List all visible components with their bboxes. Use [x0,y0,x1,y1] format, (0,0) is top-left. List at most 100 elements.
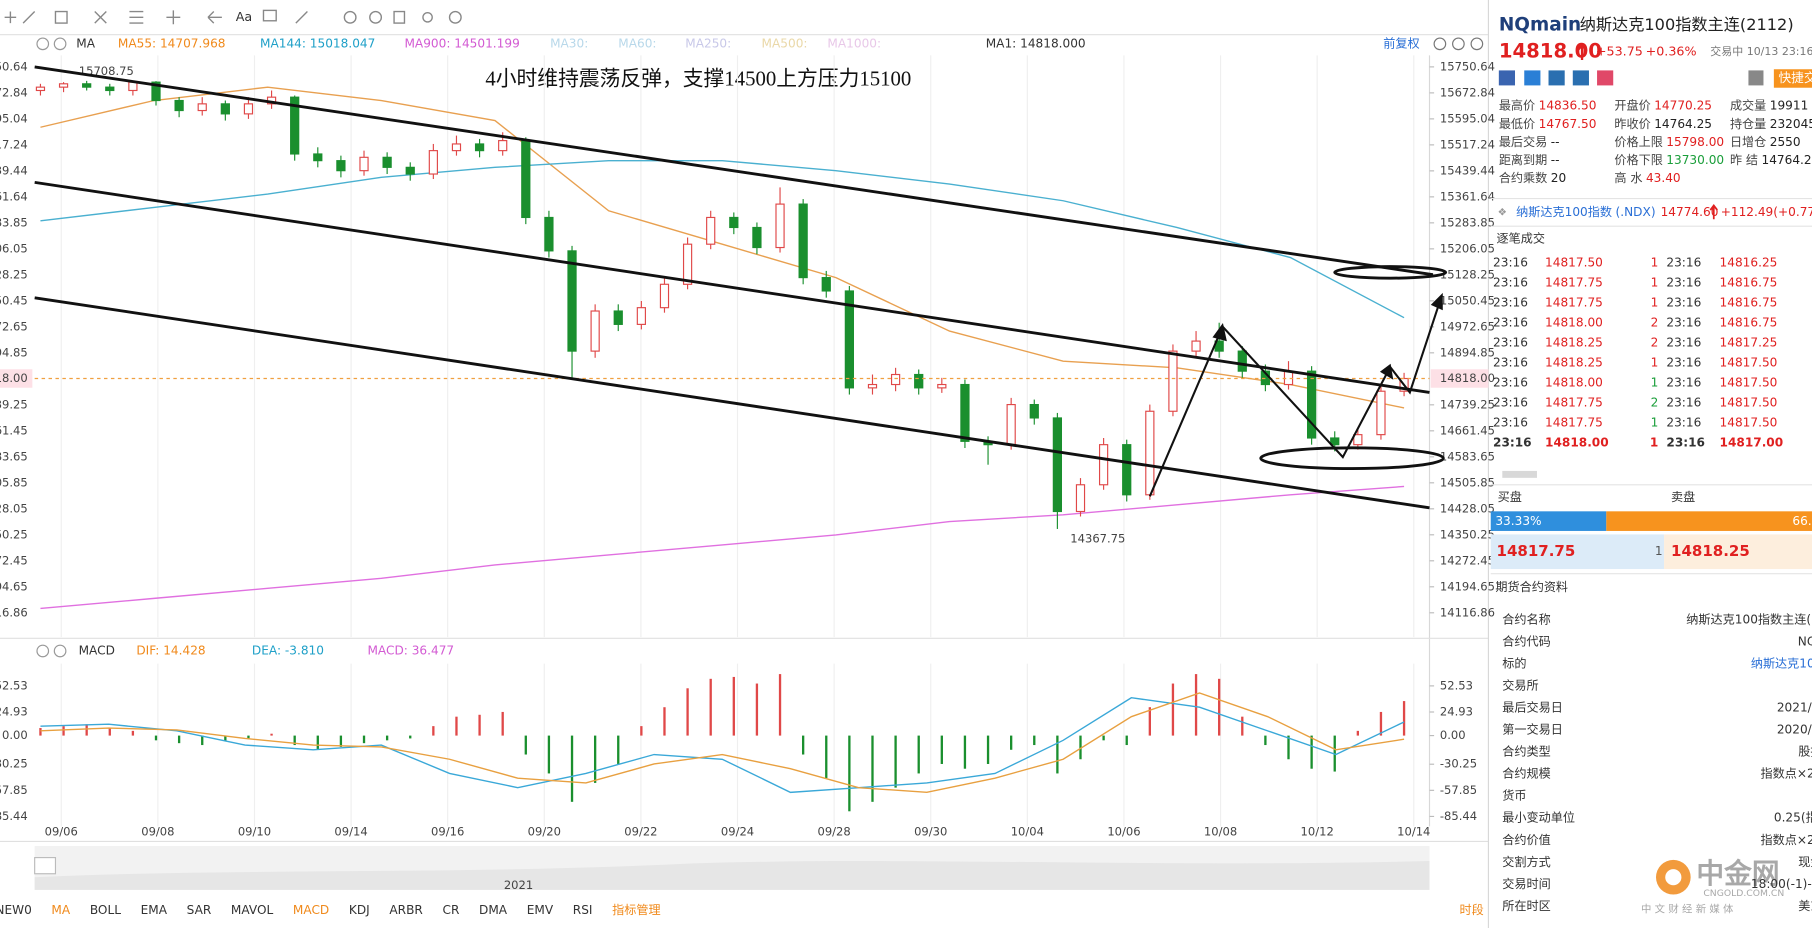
stat-label: 持仓量 [1730,116,1766,131]
indicator-tab[interactable]: CR [442,903,459,917]
quick-trade-label[interactable]: 快捷交易 [1778,70,1812,85]
candle-body [590,310,600,352]
change: +53.75 [1596,43,1643,58]
macd-bar [224,735,227,742]
tool-arrow[interactable] [207,11,222,24]
date-label: 10/06 [1107,825,1140,839]
tool-magnet[interactable] [343,10,357,24]
index-name[interactable]: 纳斯达克100指数 [1516,204,1612,219]
y-tick-label: 15050.45 [0,293,28,307]
candle-body [313,153,323,162]
tool-fib[interactable] [94,11,107,24]
indicator-tab[interactable]: ARBR [389,903,423,917]
support-ellipse [1259,446,1445,471]
macd-bar [39,728,42,736]
settings-icon[interactable] [36,37,50,51]
candle-body [451,143,462,152]
zoom-in-icon[interactable] [1470,37,1484,51]
info-value: NQmain [1798,634,1812,648]
alert-icon[interactable] [1548,70,1565,86]
expand-icon[interactable]: ❖ [1498,206,1507,218]
close-icon[interactable] [53,37,67,51]
macd-bar [432,726,435,736]
navigator-handle[interactable] [34,857,57,875]
adjust-button[interactable]: 前复权 [1383,35,1419,50]
tool-line[interactable] [22,11,36,24]
y-tick-label: 14894.85 [0,345,28,359]
favorite-icon[interactable] [1597,70,1614,86]
indicator-tab[interactable]: RSI [573,903,593,917]
macd-bar [339,735,343,747]
y-tick-label: 15595.04 [1440,111,1495,125]
trade-price: 14818.25 [1545,356,1603,370]
indicator-tab[interactable]: BOLL [90,903,121,917]
quick-trade-button[interactable] [1773,69,1812,88]
tool-link[interactable] [422,12,433,23]
indicator-tab[interactable]: MAVOL [231,903,274,917]
indicator-tab[interactable]: EMV [527,903,554,917]
trade-time: 23:16 [1493,316,1528,330]
indicator-tab[interactable]: NEW0 [0,903,32,917]
flag-icon[interactable] [1498,70,1516,86]
current-price-label: 14818.00 [0,371,28,385]
scrollbar[interactable] [1502,470,1537,478]
dif-line [40,697,1405,794]
trade-qty: 2 [1651,316,1659,330]
indicator-tab[interactable]: EMA [141,903,168,917]
settings-icon[interactable] [36,644,50,658]
info-label: 合约代码 [1502,633,1550,648]
y-tick-label: 15672.84 [1440,85,1495,99]
bid-price[interactable]: 14817.75 [1497,542,1576,560]
up-arrow [1576,43,1588,61]
toolbar-icons[interactable] [4,9,462,25]
tool-note[interactable] [262,9,277,22]
indicator-tab[interactable]: SAR [187,903,212,917]
y-tick-label: 14428.05 [0,501,28,515]
y-tick-label: 15050.45 [1440,293,1495,307]
close-icon[interactable] [53,644,67,658]
candle-body [1122,444,1132,496]
ask-row-bg [1664,534,1812,570]
tool-cross[interactable] [4,11,17,24]
macd-bar [778,674,782,736]
trade-price: 14816.75 [1720,296,1778,310]
y-tick-label: 15283.85 [0,215,28,229]
refresh-icon[interactable] [1433,37,1447,51]
indicator-tab[interactable]: KDJ [349,903,370,917]
index-code[interactable]: (.NDX) [1616,205,1656,219]
zoom-out-icon[interactable] [1452,37,1465,51]
info-label: 最后交易日 [1502,700,1563,715]
date-label: 09/06 [45,825,78,839]
candle-body [474,143,485,152]
tool-parallel[interactable] [129,10,144,24]
note-icon[interactable] [1572,70,1589,86]
indicator-tab[interactable]: MA [51,903,70,917]
ask-price[interactable]: 14818.25 [1671,542,1750,560]
candle-body [544,216,554,252]
candle-body [1191,340,1201,352]
trade-qty: 1 [1651,375,1659,389]
indicator-tab[interactable]: MACD [293,903,329,917]
indicator-tab[interactable]: 指标管理 [612,902,660,917]
macd-bar [316,735,319,750]
tool-delete[interactable] [393,10,406,24]
resistance-ellipse [1333,265,1448,280]
index-up-arrow [1709,204,1718,220]
font-button[interactable]: Aa [236,9,252,24]
period-button[interactable]: 时段 [1460,902,1484,917]
trade-price: 14817.50 [1720,415,1778,429]
indicator-value: MA144: 15018.047 [260,36,375,50]
info-value: 指数点×20美元 [1761,832,1812,847]
tool-settings[interactable] [448,10,462,24]
share-icon[interactable] [1524,70,1541,86]
y-tick-label: 14583.65 [0,449,28,463]
tool-ruler[interactable] [295,11,308,24]
indicator-tab[interactable]: DMA [479,903,508,917]
tool-hide[interactable] [369,10,383,24]
macd-bar [1010,735,1013,750]
info-value: 18:00(-1)-17:00 [1751,877,1812,891]
tool-measure[interactable] [166,10,181,25]
trade-qty: 1 [1650,435,1658,449]
tool-rect[interactable] [54,10,68,24]
bell-icon[interactable] [1748,70,1764,86]
